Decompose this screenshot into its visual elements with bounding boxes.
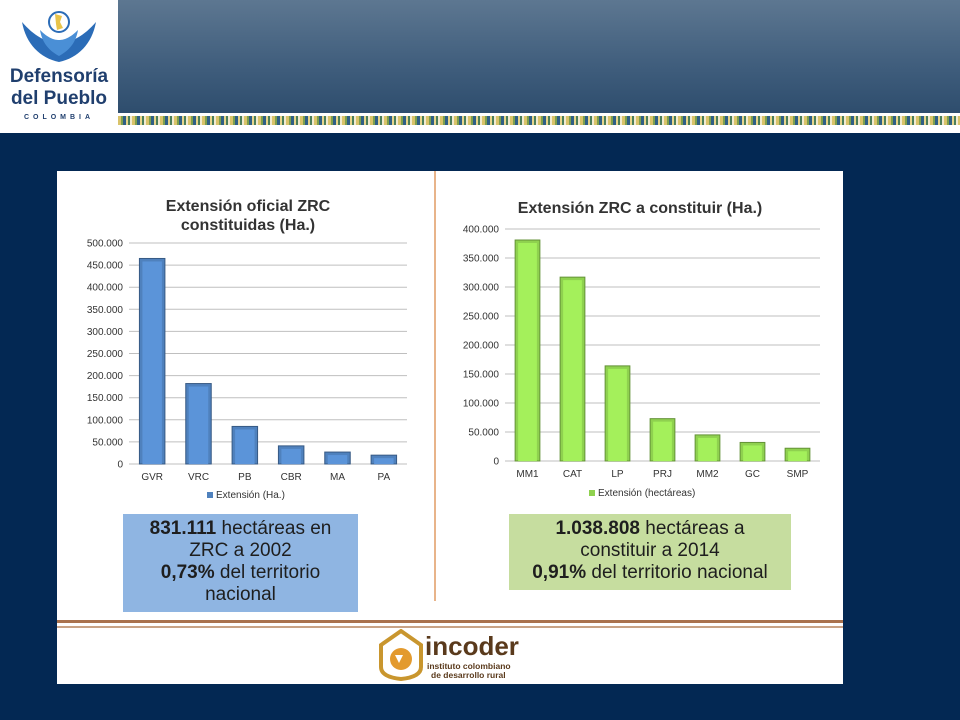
summary-right-percent: 0,91% [532,562,587,583]
y-tick-label: 400.000 [87,283,124,294]
bar [138,257,166,465]
summary-right-hectares: 1.038.808 [555,518,640,539]
y-tick-label: 50.000 [468,428,499,439]
y-tick-label: 300.000 [463,283,500,294]
chart-zrc-constituidas: Extensión oficial ZRC constituidas (Ha.) 0… [87,198,407,501]
x-tick-label: GVR [141,472,163,483]
org-country: COLOMBIA [23,114,95,121]
bar [694,434,721,462]
summary-box-right: 1.038.808 hectáreas a constituir a 2014 … [509,514,791,590]
bar-highlight [327,455,348,464]
chart-title: constituidas (Ha.) [181,217,315,234]
bar [370,454,398,465]
summary-right-line2: constituir a 2014 [580,540,720,561]
chart-title: Extensión oficial ZRC [166,198,331,215]
summary-left-line2: ZRC a 2002 [189,540,292,561]
x-tick-label: CBR [281,472,302,483]
header: Defensoría del Pueblo COLOMBIA [0,0,960,133]
x-tick-label: PRJ [653,469,672,480]
x-tick-label: LP [611,469,624,480]
incoder-subtitle2: de desarrollo rural [431,670,506,680]
x-tick-label: PA [378,472,391,483]
bar [185,383,212,465]
y-tick-label: 350.000 [463,254,500,265]
footer-rule-thin [57,626,843,628]
y-tick-label: 150.000 [463,370,500,381]
summary-right-line3: del territorio nacional [586,562,768,583]
x-tick-label: CAT [563,469,582,480]
bar [649,418,676,462]
summary-left-percent: 0,73% [160,562,215,583]
bar [324,451,351,465]
y-tick-label: 50.000 [92,437,123,448]
bar-highlight [188,386,209,464]
y-tick-label: 200.000 [87,371,124,382]
bar-highlight [518,243,537,461]
bar [231,425,259,465]
x-tick-label: GC [745,469,760,480]
incoder-brand: incoder [425,631,519,661]
y-tick-label: 100.000 [87,415,124,426]
y-tick-label: 100.000 [463,399,500,410]
bar-highlight [563,280,582,461]
incoder-emblem-icon [379,629,423,681]
y-tick-label: 150.000 [87,393,124,404]
bar-highlight [281,448,301,464]
y-tick-label: 200.000 [463,341,500,352]
y-tick-label: 250.000 [463,312,500,323]
bar-highlight [374,458,394,464]
y-tick-label: 450.000 [87,261,124,272]
y-tick-label: 250.000 [87,349,124,360]
summary-left-line3: del territorio [214,562,321,583]
summary-left-line4: nacional [205,584,276,605]
legend-label: Extensión (Ha.) [216,490,285,501]
x-tick-label: MM1 [516,469,539,480]
dove-emblem-icon [22,11,96,62]
summary-left-hectares: 831.111 [149,518,217,539]
incoder-subtitle1: instituto colombiano [427,661,511,671]
summary-left-line1: hectáreas en [216,518,332,539]
org-name-line2: del Pueblo [10,88,108,109]
bar-highlight [788,451,807,461]
bar [277,445,305,465]
footer-rule [57,620,843,623]
x-tick-label: MA [330,472,345,483]
bar [739,441,766,462]
y-tick-label: 350.000 [87,305,124,316]
bar [559,276,586,462]
bar-highlight [608,368,627,461]
logo-panel: Defensoría del Pueblo COLOMBIA [0,0,118,133]
y-tick-label: 0 [493,457,499,468]
summary-box-left: 831.111 hectáreas en ZRC a 2002 0,73% de… [123,514,358,612]
x-tick-label: VRC [188,472,209,483]
y-tick-label: 300.000 [87,327,124,338]
bar-highlight [653,421,672,461]
y-tick-label: 500.000 [87,239,124,250]
x-tick-label: SMP [787,469,809,480]
summary-right-line1: hectáreas a [639,518,745,539]
y-tick-label: 0 [117,460,123,471]
x-tick-label: PB [238,472,252,483]
decorative-stripe [118,116,960,125]
x-tick-label: MM2 [696,469,719,480]
legend-swatch [207,492,213,498]
legend-label: Extensión (hectáreas) [598,488,695,499]
bar-highlight [698,437,717,461]
bar-highlight [743,445,762,461]
bar [514,239,541,462]
header-stripe [118,113,960,133]
chart-divider [434,171,436,601]
chart-title: Extensión ZRC a constituir (Ha.) [518,200,762,217]
bar [604,365,631,462]
legend-swatch [589,490,595,496]
bar-highlight [142,261,162,464]
bar-highlight [235,429,255,464]
slide-content: Extensión oficial ZRC constituidas (Ha.) 0… [57,171,843,684]
bar [784,447,811,462]
org-name-line1: Defensoría [9,66,109,87]
y-tick-label: 400.000 [463,225,500,236]
chart-zrc-a-constituir: Extensión ZRC a constituir (Ha.) 0 50.000 1… [463,200,820,499]
header-banner [118,0,960,113]
